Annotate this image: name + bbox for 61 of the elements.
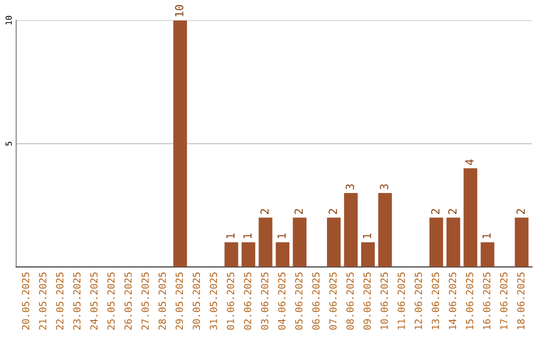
bar (326, 218, 341, 267)
x-tick-label: 23.05.2025 (73, 272, 81, 330)
x-tick-label: 05.06.2025 (295, 272, 303, 330)
bar (258, 218, 272, 267)
data-label: 2 (448, 209, 456, 214)
data-label: 3 (346, 184, 354, 190)
data-label: 4 (465, 159, 474, 165)
x-tick-label: 07.06.2025 (329, 272, 337, 330)
x-tick-label: 16.06.2025 (482, 272, 490, 330)
x-tick-label: 08.06.2025 (346, 272, 354, 330)
x-tick-label: 01.06.2025 (226, 272, 234, 330)
y-tick-label: 5 (6, 142, 12, 146)
data-label: 1 (278, 234, 286, 238)
x-tick-label: 26.05.2025 (124, 272, 132, 330)
bar (480, 242, 494, 267)
bar (173, 20, 187, 267)
x-tick-label: 12.06.2025 (414, 272, 422, 330)
x-tick-label: 29.05.2025 (176, 272, 183, 330)
bar (292, 218, 306, 267)
data-label: 2 (516, 209, 525, 214)
data-label: 2 (431, 209, 440, 214)
x-tick-label: 20.05.2025 (22, 272, 30, 330)
data-label: 10 (174, 4, 184, 16)
bar (378, 192, 392, 267)
x-tick-label: 04.06.2025 (278, 272, 286, 330)
bar (464, 168, 478, 267)
x-tick-label: 15.06.2025 (466, 272, 474, 330)
x-tick-label: 22.05.2025 (56, 272, 64, 330)
data-label: 3 (380, 184, 388, 190)
x-tick-label: 17.06.2025 (500, 272, 508, 330)
bar (514, 218, 528, 267)
bar (224, 242, 238, 267)
bar (276, 242, 290, 267)
x-tick-label: 10.06.2025 (380, 272, 388, 330)
bar (242, 242, 256, 267)
x-tick-label: 09.06.2025 (363, 272, 371, 330)
x-tick-label: 24.05.2025 (90, 272, 98, 330)
data-label: 2 (260, 209, 269, 214)
x-tick-label: 21.05.2025 (39, 272, 46, 330)
data-label: 2 (328, 209, 337, 214)
data-label: 1 (226, 234, 234, 238)
data-label: 1 (243, 234, 252, 238)
x-tick-label: 14.06.2025 (448, 272, 456, 330)
bar (429, 218, 444, 267)
x-tick-label: 31.05.2025 (210, 272, 218, 330)
data-label: 2 (294, 209, 303, 214)
bar (361, 242, 375, 267)
x-tick-label: 28.05.2025 (158, 272, 166, 330)
data-label: 1 (482, 234, 491, 238)
data-label: 1 (362, 234, 372, 238)
x-tick-label: 11.06.2025 (398, 272, 405, 330)
x-tick-label: 02.06.2025 (244, 272, 252, 330)
bar (344, 192, 358, 267)
x-tick-label: 06.06.2025 (312, 272, 320, 330)
x-tick-label: 30.05.2025 (192, 272, 200, 330)
x-tick-label: 13.06.2025 (432, 272, 440, 330)
x-tick-label: 18.06.2025 (517, 272, 524, 330)
x-tick-label: 27.05.2025 (141, 272, 149, 330)
x-tick-label: 03.06.2025 (261, 272, 268, 330)
x-tick-label: 25.05.2025 (107, 272, 115, 330)
bar (446, 218, 460, 267)
